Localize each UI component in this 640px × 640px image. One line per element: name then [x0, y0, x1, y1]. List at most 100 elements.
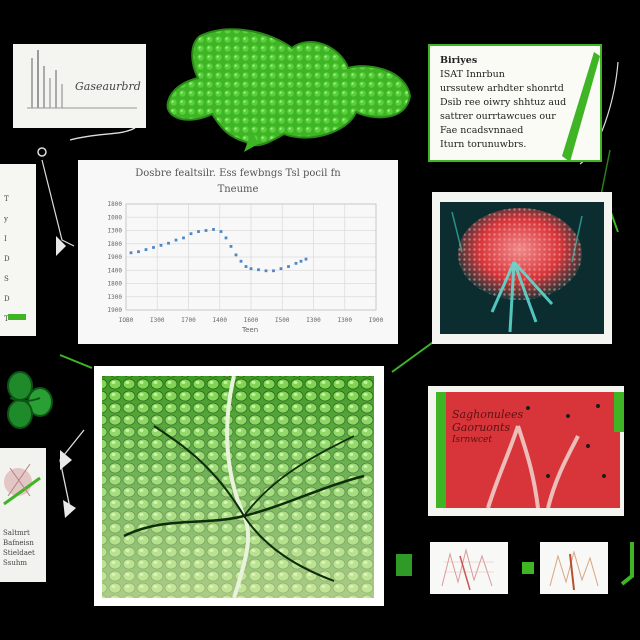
bottom-left-text: Saltmrt Bafneisn Stieldaet Ssuhm	[3, 528, 35, 568]
bottom-thumb-1	[430, 542, 508, 594]
leaf-cells-image	[102, 375, 374, 599]
data-point	[152, 246, 155, 249]
clover-icon	[7, 371, 53, 429]
note-line: Dsib ree oiwry shhtuz aud	[440, 97, 567, 108]
x-tick-label: I900	[369, 317, 384, 324]
x-tick-label: I300	[338, 317, 353, 324]
y-tick-label: I900	[108, 307, 123, 314]
data-point	[137, 250, 140, 254]
data-point	[249, 267, 253, 271]
data-point	[304, 257, 308, 261]
tissue-card: Saghonulees Gaoruonts Isrnwcet	[428, 386, 624, 516]
bottom-left-line: Bafneisn	[3, 539, 34, 547]
plus-arrow-icon	[522, 562, 534, 574]
data-point	[189, 232, 193, 236]
green-cell-illustration	[166, 28, 412, 152]
left-panel-text: T y I D S D T	[4, 194, 10, 324]
data-point	[204, 229, 208, 232]
bottom-left-sketch	[3, 463, 41, 506]
y-tick-label: I800	[108, 241, 123, 248]
data-point	[264, 269, 268, 273]
left-panel-line: T	[4, 195, 9, 203]
micrograph-card	[432, 192, 612, 344]
bottom-thumb-2	[540, 542, 608, 594]
x-tick-label: I300	[306, 317, 321, 324]
y-tick-label: I000	[108, 214, 123, 221]
data-point	[224, 236, 228, 240]
data-point	[279, 267, 283, 271]
leaf-square-icon	[396, 554, 412, 576]
left-panel-line: T	[4, 315, 9, 323]
data-point	[219, 230, 223, 233]
x-tick-label: I600	[244, 317, 259, 324]
hook-arrow-icon	[620, 542, 634, 586]
plot-area-frame	[125, 203, 377, 311]
micrograph-image	[440, 202, 604, 334]
chart-title: Dosbre fealtsilr. Ess fewbngs Tsl pocil …	[78, 166, 398, 198]
x-tick-label: I500	[275, 317, 290, 324]
note-line: sattrer ourrtawcues our	[440, 111, 556, 122]
data-point	[197, 230, 200, 233]
tissue-accent	[614, 392, 624, 432]
data-point	[257, 268, 260, 272]
tissue-line: Isrnwcet	[452, 435, 492, 445]
left-panel-line: D	[4, 255, 10, 263]
y-tick-label: I400	[108, 267, 123, 274]
data-point	[287, 265, 290, 268]
data-point	[234, 253, 238, 257]
note-accent-bar	[562, 52, 600, 162]
chart-title-line-2: Tneume	[217, 184, 259, 195]
note-text: Biriyes ISAT Innrbun urssutew arhdter sh…	[440, 54, 566, 152]
tissue-image	[436, 392, 620, 509]
data-point	[182, 236, 185, 240]
data-point	[212, 228, 215, 231]
left-panel-line: D	[4, 295, 10, 303]
bottom-thumb-2-image	[549, 550, 599, 591]
top-thumbnail-card: Gaseaurbrd	[13, 44, 146, 128]
tissue-text: Saghonulees Gaoruonts Isrnwcet	[452, 408, 523, 447]
data-point	[129, 251, 133, 255]
y-tick-label: I800	[108, 201, 123, 208]
data-point	[229, 245, 233, 248]
y-tick-label: I300	[108, 294, 123, 301]
note-line: Fae ncadsvnnaed	[440, 125, 524, 136]
y-tick-label: I800	[108, 281, 123, 288]
note-line: Biriyes	[440, 55, 478, 66]
x-tick-label: I300	[150, 317, 165, 324]
chart-xlabel: Teen	[242, 326, 259, 334]
chart-card: Dosbre fealtsilr. Ess fewbngs Tsl pocil …	[78, 160, 398, 344]
mini-bar-chart-icon	[27, 50, 137, 109]
note-line: ISAT Innrbun	[440, 69, 505, 80]
data-point	[294, 261, 298, 265]
data-point	[244, 265, 248, 268]
left-panel-line: y	[4, 215, 8, 223]
top-thumbnail-label: Gaseaurbrd	[75, 80, 141, 93]
bottom-left-card: Saltmrt Bafneisn Stieldaet Ssuhm	[0, 448, 46, 582]
left-panel-accent	[8, 314, 26, 320]
chart-title-line-1: Dosbre fealtsilr. Ess fewbngs Tsl pocil …	[135, 168, 341, 179]
data-point	[299, 259, 303, 263]
y-tick-label: I300	[108, 228, 123, 235]
data-point	[239, 259, 243, 263]
bottom-left-line: Ssuhm	[3, 559, 28, 567]
bottom-thumb-1-image	[441, 548, 494, 591]
data-point	[272, 269, 275, 273]
note-line: urssutew arhdter shonrtd	[440, 83, 564, 94]
bottom-left-line: Stieldaet	[3, 549, 35, 557]
note-line: Iturn torunuwbrs.	[440, 139, 527, 150]
x-tick-label: I700	[181, 317, 196, 324]
leaf-cells-card	[94, 366, 384, 606]
x-tick-label: I400	[213, 317, 228, 324]
left-panel-line: I	[4, 235, 7, 243]
data-point	[144, 248, 148, 251]
y-tick-label: I900	[108, 254, 123, 261]
x-tick-label: IOB0	[119, 317, 134, 324]
left-side-panel: T y I D S D T	[0, 164, 36, 336]
tissue-line: Gaoruonts	[452, 421, 511, 434]
tissue-line: Saghonulees	[452, 408, 524, 421]
data-point	[174, 238, 178, 242]
data-point	[167, 241, 170, 245]
bottom-left-line: Saltmrt	[3, 529, 30, 537]
data-point	[159, 243, 163, 247]
left-panel-line: S	[4, 275, 9, 283]
